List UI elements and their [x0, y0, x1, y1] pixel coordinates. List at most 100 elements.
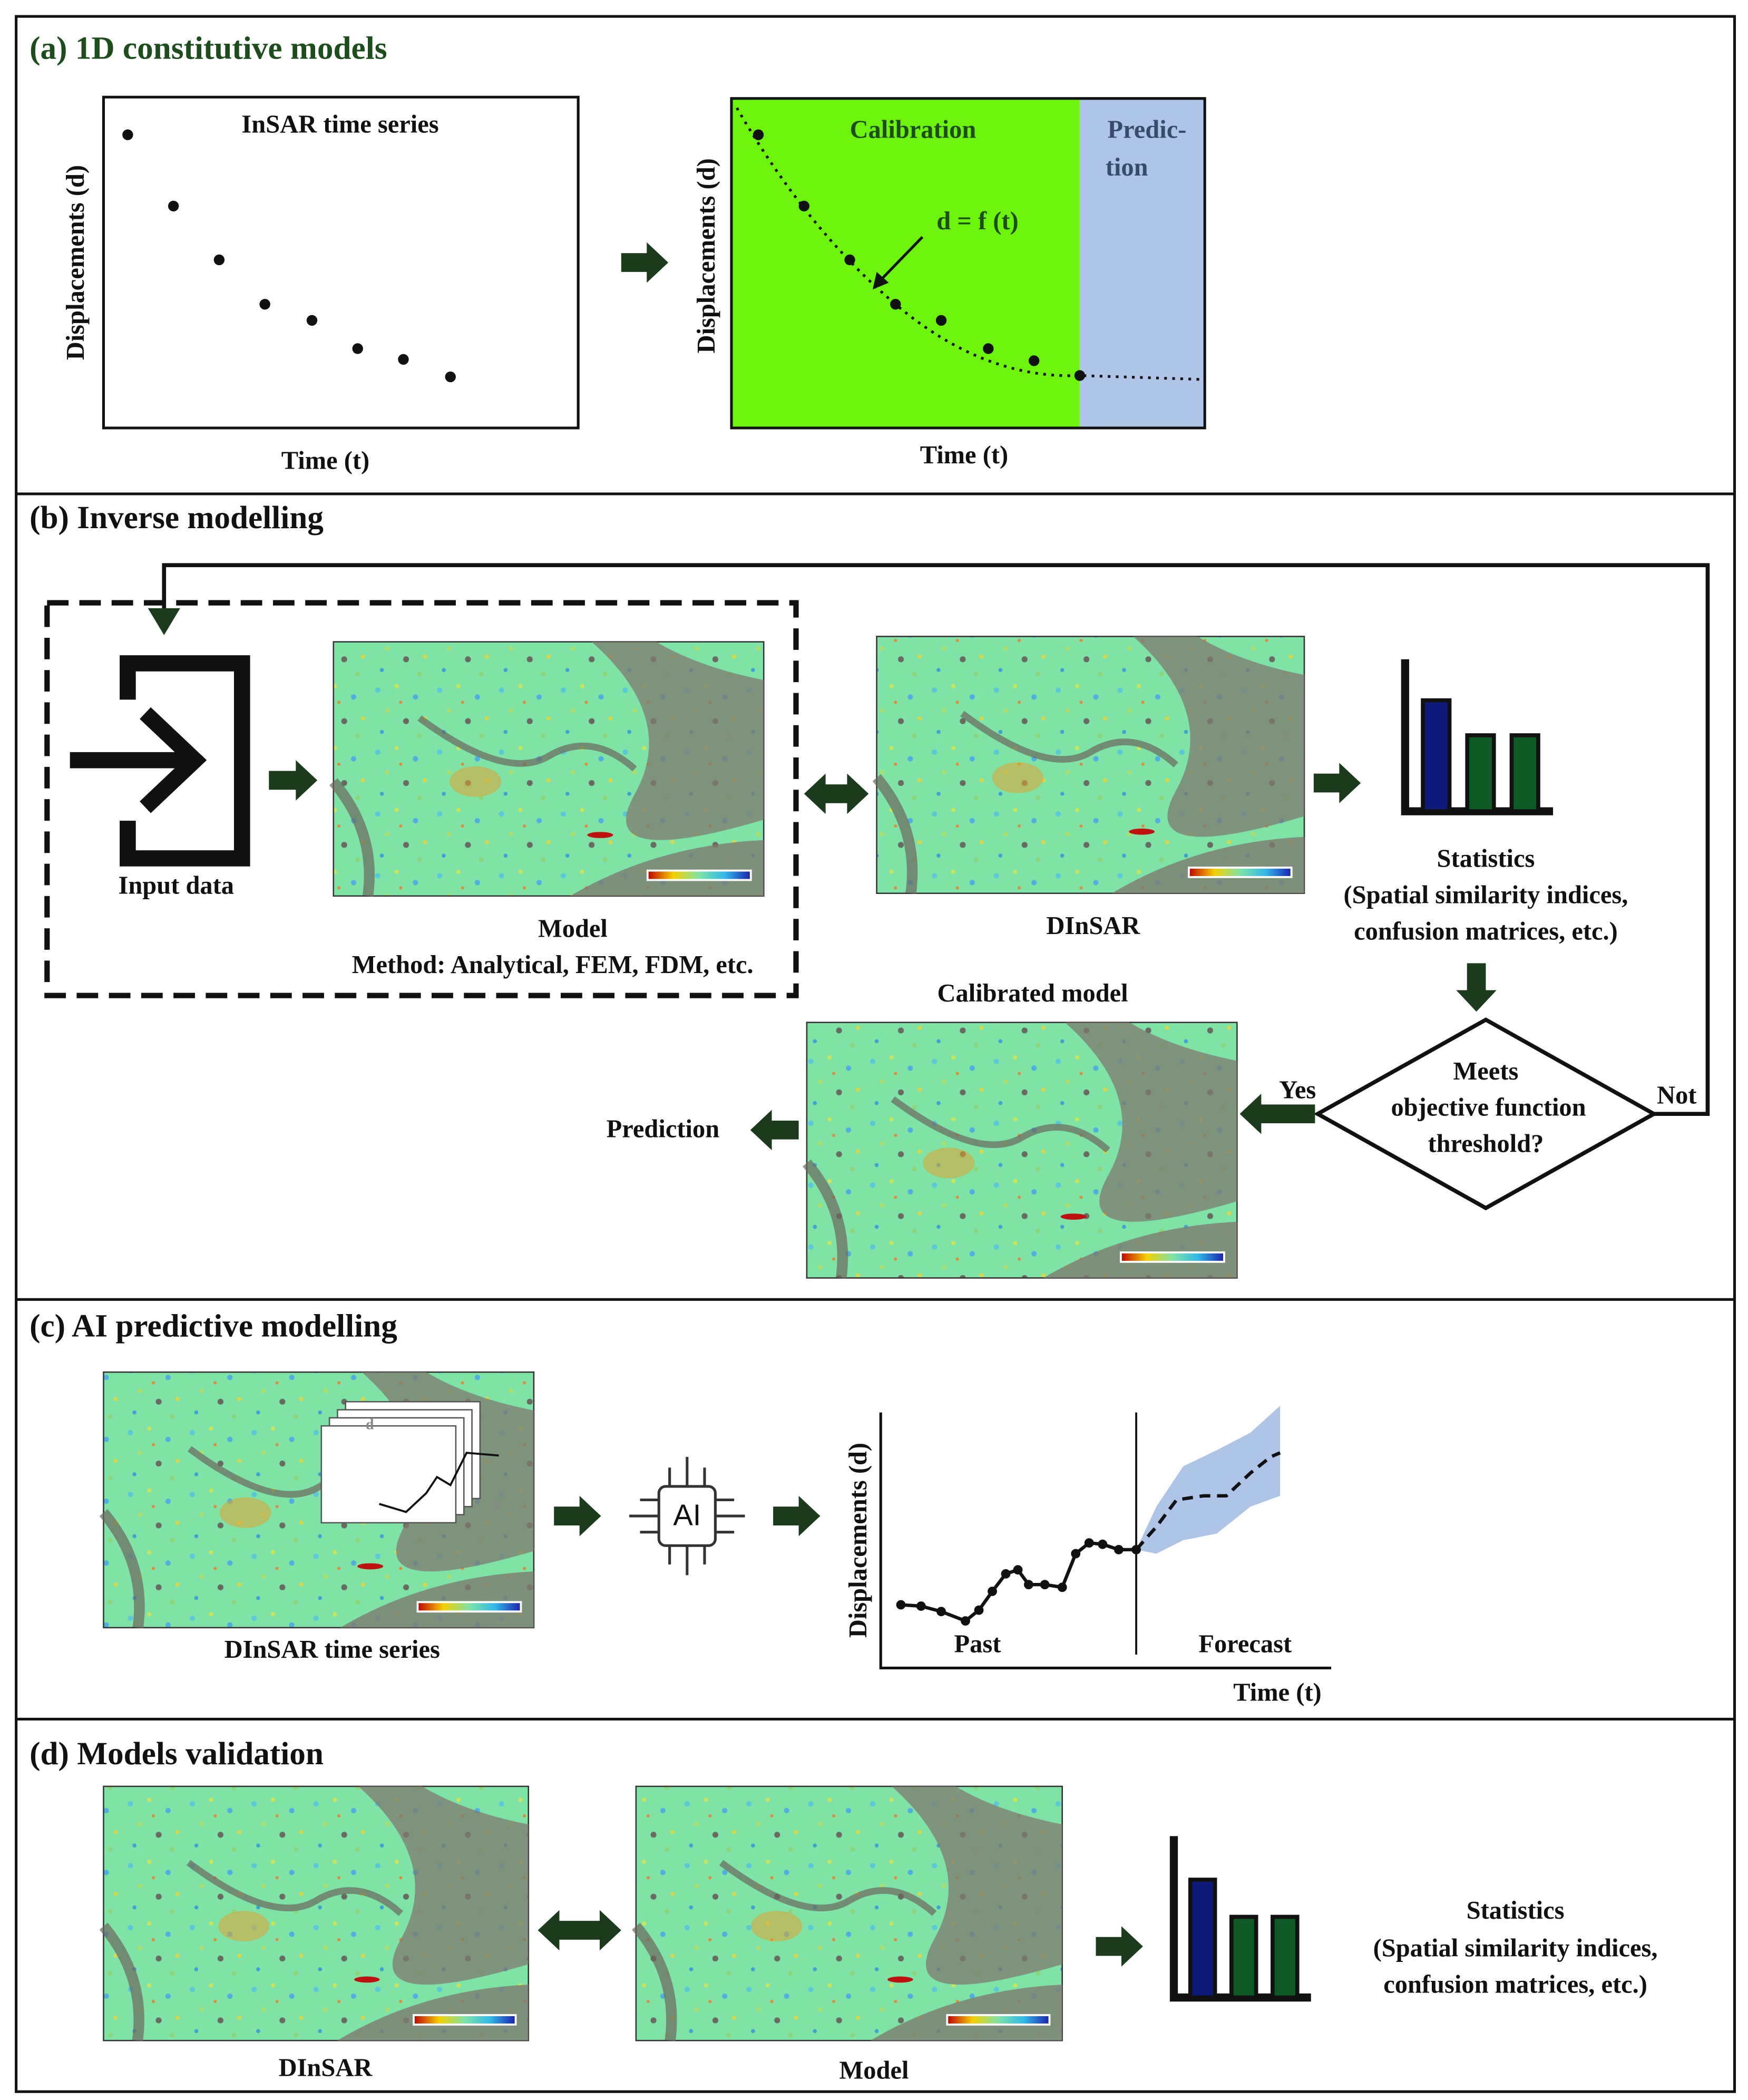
- map-hotspot: [923, 1148, 975, 1179]
- map-label: DInSAR time series: [224, 1636, 440, 1664]
- forecast-band: [1136, 1405, 1281, 1554]
- inset-line: [378, 1452, 499, 1513]
- panel-title: (a) 1D constitutive models: [30, 31, 387, 66]
- statistics-label: (Spatial similarity indices,: [1373, 1934, 1658, 1962]
- statistics-label: confusion matrices, etc.): [1383, 1970, 1647, 1998]
- chart-box: [102, 95, 580, 430]
- icon-bar: [1271, 1914, 1300, 2000]
- inset-axis: d: [366, 1417, 374, 1433]
- flow-arrow: [804, 773, 869, 814]
- icon-bar: [1229, 1914, 1258, 2000]
- map: [632, 1785, 1063, 2041]
- pointer-head: [872, 271, 889, 290]
- map-terrain: [632, 1922, 677, 2041]
- dinsar-label: DInSAR: [1047, 912, 1141, 940]
- flow-arrow: [773, 1495, 821, 1537]
- map-terrain: [870, 1985, 1062, 2041]
- x-label: Time (t): [920, 441, 1008, 469]
- map-terrain: [1133, 636, 1304, 837]
- input-icon: [70, 707, 207, 813]
- panel-title: (b) Inverse modelling: [30, 500, 324, 536]
- flow-arrow: [554, 1495, 601, 1537]
- inset-card: [320, 1425, 457, 1524]
- prediction-label: tion: [1106, 153, 1148, 181]
- map: [99, 1785, 530, 2041]
- flow-arrow: [269, 760, 318, 801]
- pointer: [880, 236, 924, 281]
- past-label: Past: [954, 1630, 1001, 1658]
- map-terrain: [892, 1786, 1062, 1985]
- map-terrain: [591, 641, 764, 840]
- map-hotspot: [1129, 828, 1155, 835]
- statistics-label: confusion matrices, etc.): [1354, 917, 1618, 945]
- flow-arrow: [621, 242, 669, 283]
- map-terrain: [803, 1159, 848, 1279]
- colorbar: [1120, 1251, 1225, 1263]
- statistics-label: Statistics: [1437, 845, 1535, 873]
- decision-text: objective function: [1391, 1094, 1586, 1122]
- calibration-zone: [731, 98, 1080, 428]
- map-hotspot: [887, 1976, 913, 1983]
- past-line: [901, 1541, 1137, 1623]
- x-label: Time (t): [1233, 1679, 1321, 1707]
- flow-arrow: [1456, 963, 1497, 1012]
- map-terrain: [358, 1786, 529, 1985]
- map-hotspot: [450, 766, 502, 797]
- panel-title: (d) Models validation: [30, 1736, 324, 1772]
- map-terrain: [960, 711, 1178, 767]
- method-label: Method: Analytical, FEM, FDM, etc.: [352, 951, 754, 979]
- map-terrain: [99, 1922, 144, 2041]
- map: [329, 641, 765, 897]
- calibration-label: Calibration: [850, 116, 976, 144]
- ai-label: AI: [673, 1498, 701, 1531]
- y-label: Displacements (d): [62, 165, 90, 360]
- decision-text: threshold?: [1428, 1130, 1544, 1158]
- map-terrain: [570, 840, 764, 896]
- y-label: Displacements (d): [692, 158, 720, 353]
- flow-arrow: [1313, 763, 1361, 803]
- map-terrain: [872, 774, 918, 895]
- map-hotspot: [992, 762, 1044, 793]
- yes-label: Yes: [1279, 1076, 1316, 1104]
- forecast-label: Forecast: [1198, 1630, 1292, 1658]
- icon-bar: [1421, 698, 1452, 813]
- map-hotspot: [219, 1497, 271, 1528]
- equation: d = f (t): [936, 207, 1018, 235]
- flow-arrow: [750, 1110, 799, 1151]
- map-terrain: [99, 1509, 145, 1629]
- frame: [15, 15, 1736, 2093]
- prediction-label: Prediction: [607, 1115, 720, 1143]
- colorbar: [416, 1601, 522, 1613]
- feedback-head: [148, 608, 180, 635]
- map-terrain: [340, 1571, 534, 1628]
- map-hotspot: [1060, 1213, 1087, 1220]
- flow-arrow: [1096, 1926, 1143, 1967]
- chart-title: InSAR time series: [241, 110, 438, 138]
- y-label: Displacements (d): [844, 1443, 872, 1638]
- calibration-dots: [753, 129, 1086, 381]
- colorbar: [1188, 867, 1293, 878]
- colorbar: [946, 2014, 1051, 2026]
- colorbar: [413, 2014, 517, 2026]
- map: [803, 1022, 1238, 1279]
- map-terrain: [891, 1096, 1110, 1153]
- map-terrain: [329, 778, 375, 897]
- prediction-zone: [1079, 98, 1205, 428]
- dinsar-label: DInSAR: [279, 2054, 373, 2082]
- map-terrain: [337, 1985, 529, 2041]
- model-label: Model: [538, 915, 608, 942]
- icon-bar: [1188, 1878, 1217, 2000]
- inset-axis: t: [494, 1496, 499, 1512]
- forecast-line: [1135, 1451, 1281, 1551]
- model-label: Model: [839, 2057, 909, 2085]
- map-hotspot: [751, 1911, 803, 1942]
- icon-axes: [1169, 1836, 1311, 2002]
- map-terrain: [1043, 1221, 1237, 1278]
- map-terrain: [186, 1860, 404, 1916]
- panel-title: (c) AI predictive modelling: [30, 1308, 397, 1344]
- map-terrain: [417, 715, 637, 772]
- calibrated-label: Calibrated model: [938, 979, 1128, 1007]
- flow-arrow: [538, 1910, 621, 1951]
- axes: [879, 1412, 1332, 1669]
